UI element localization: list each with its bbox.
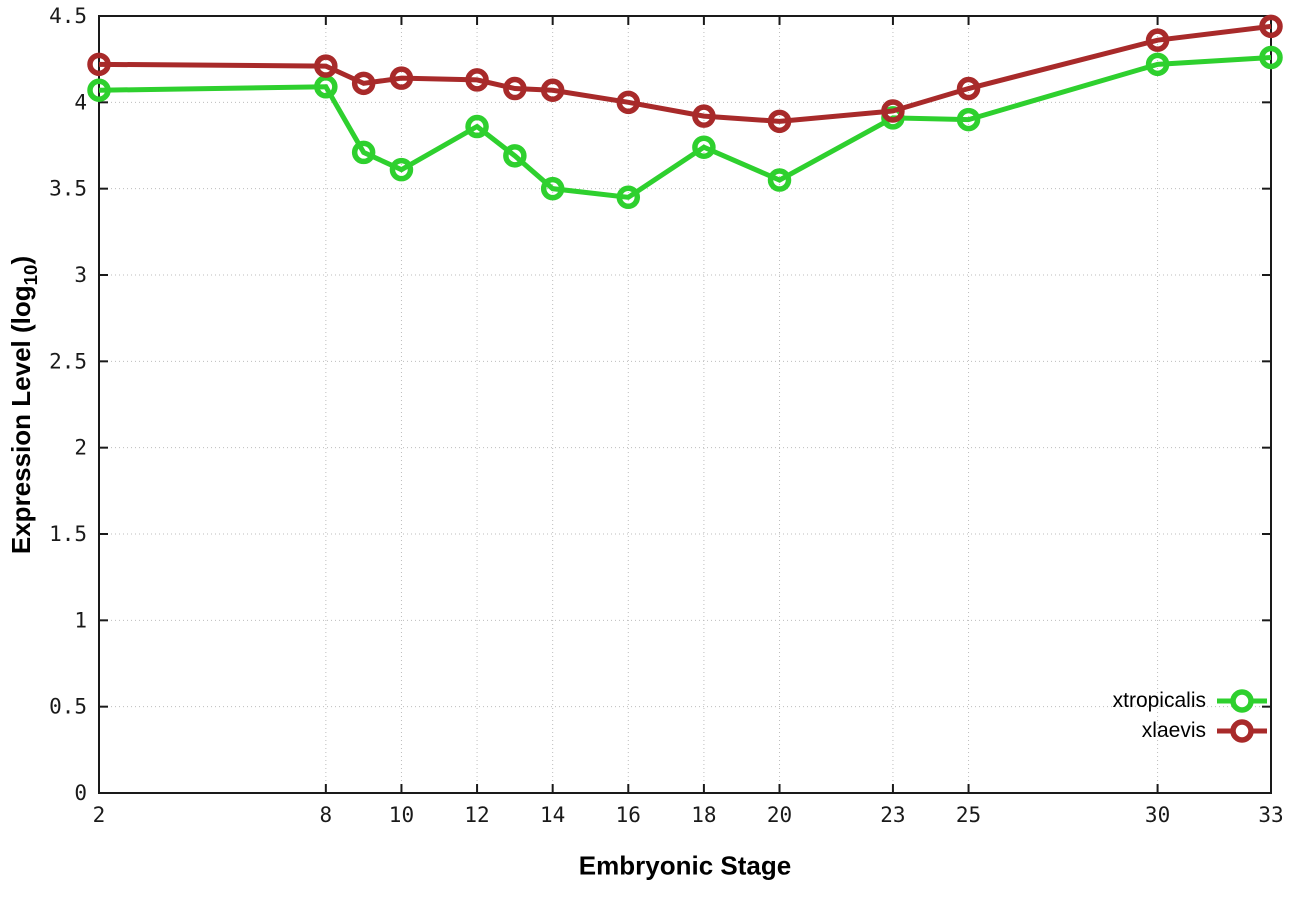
x-tick-label: 18 (691, 803, 716, 827)
x-tick-label: 14 (540, 803, 565, 827)
y-axis-title: Expression Level (log10) (6, 256, 42, 554)
x-tick-label: 8 (320, 803, 333, 827)
data-point-xtropicalis (351, 140, 376, 165)
y-tick-label: 0.5 (49, 695, 87, 719)
data-point-xtropicalis (692, 135, 716, 159)
x-tick-label: 2 (93, 803, 106, 827)
legend-item-xlaevis: xlaevis (1142, 716, 1268, 746)
y-tick-label: 2.5 (49, 349, 87, 373)
data-point-xlaevis (616, 90, 641, 115)
legend-marker-xtropicalis (1217, 689, 1267, 713)
x-tick-label: 23 (880, 803, 905, 827)
legend-label-xtropicalis: xtropicalis (1112, 689, 1206, 712)
y-tick-label: 1 (74, 608, 87, 632)
data-point-xlaevis (503, 76, 527, 101)
data-point-xtropicalis (87, 78, 111, 102)
y-tick-label: 4.5 (49, 4, 87, 28)
data-point-xlaevis (767, 109, 792, 134)
x-tick-label: 25 (956, 803, 981, 827)
data-point-xlaevis (1145, 28, 1170, 52)
data-point-xtropicalis (767, 168, 792, 192)
x-tick-label: 33 (1258, 803, 1283, 827)
data-point-xtropicalis (616, 185, 641, 210)
y-tick-label: 2 (74, 436, 87, 460)
x-axis-title: Embryonic Stage (578, 850, 792, 881)
legend-label-xlaevis: xlaevis (1141, 719, 1206, 742)
data-point-xlaevis (465, 68, 489, 92)
series-line-xlaevis (98, 23, 1272, 124)
data-point-xlaevis (87, 52, 111, 77)
data-point-xtropicalis (956, 107, 981, 132)
plot-border (98, 15, 1272, 794)
legend-marker-xlaevis (1217, 719, 1267, 743)
y-axis-title-subscript: 10 (19, 264, 41, 286)
data-point-xlaevis (881, 99, 905, 123)
legend: xtropicalis xlaevis (1113, 686, 1268, 746)
y-axis-title-close: ) (6, 255, 37, 265)
data-point-xtropicalis (465, 114, 489, 139)
y-tick-label: 4 (74, 90, 87, 114)
data-point-xlaevis (389, 66, 414, 90)
series-line-xtropicalis (98, 54, 1272, 200)
x-tick-label: 10 (389, 803, 414, 827)
data-point-xtropicalis (503, 144, 527, 168)
data-point-xtropicalis (540, 176, 565, 201)
x-tick-label: 20 (767, 803, 792, 827)
data-point-xtropicalis (1259, 45, 1283, 70)
x-tick-label: 12 (464, 803, 489, 827)
x-tick-label: 16 (616, 803, 641, 827)
data-point-xlaevis (540, 78, 565, 102)
data-point-xlaevis (692, 104, 716, 128)
y-tick-label: 3.5 (49, 177, 87, 201)
x-tick-label: 30 (1145, 803, 1170, 827)
data-point-xtropicalis (389, 157, 414, 182)
y-tick-label: 0 (74, 781, 87, 805)
data-point-xlaevis (956, 76, 981, 101)
legend-item-xtropicalis: xtropicalis (1113, 686, 1268, 716)
data-point-xlaevis (314, 54, 338, 78)
data-point-xtropicalis (1145, 52, 1170, 77)
data-point-xlaevis (1259, 14, 1283, 39)
y-axis-title-text: Expression Level (log (6, 285, 37, 555)
data-point-xlaevis (351, 71, 376, 96)
y-tick-label: 3 (74, 263, 87, 287)
y-tick-label: 1.5 (49, 522, 87, 546)
